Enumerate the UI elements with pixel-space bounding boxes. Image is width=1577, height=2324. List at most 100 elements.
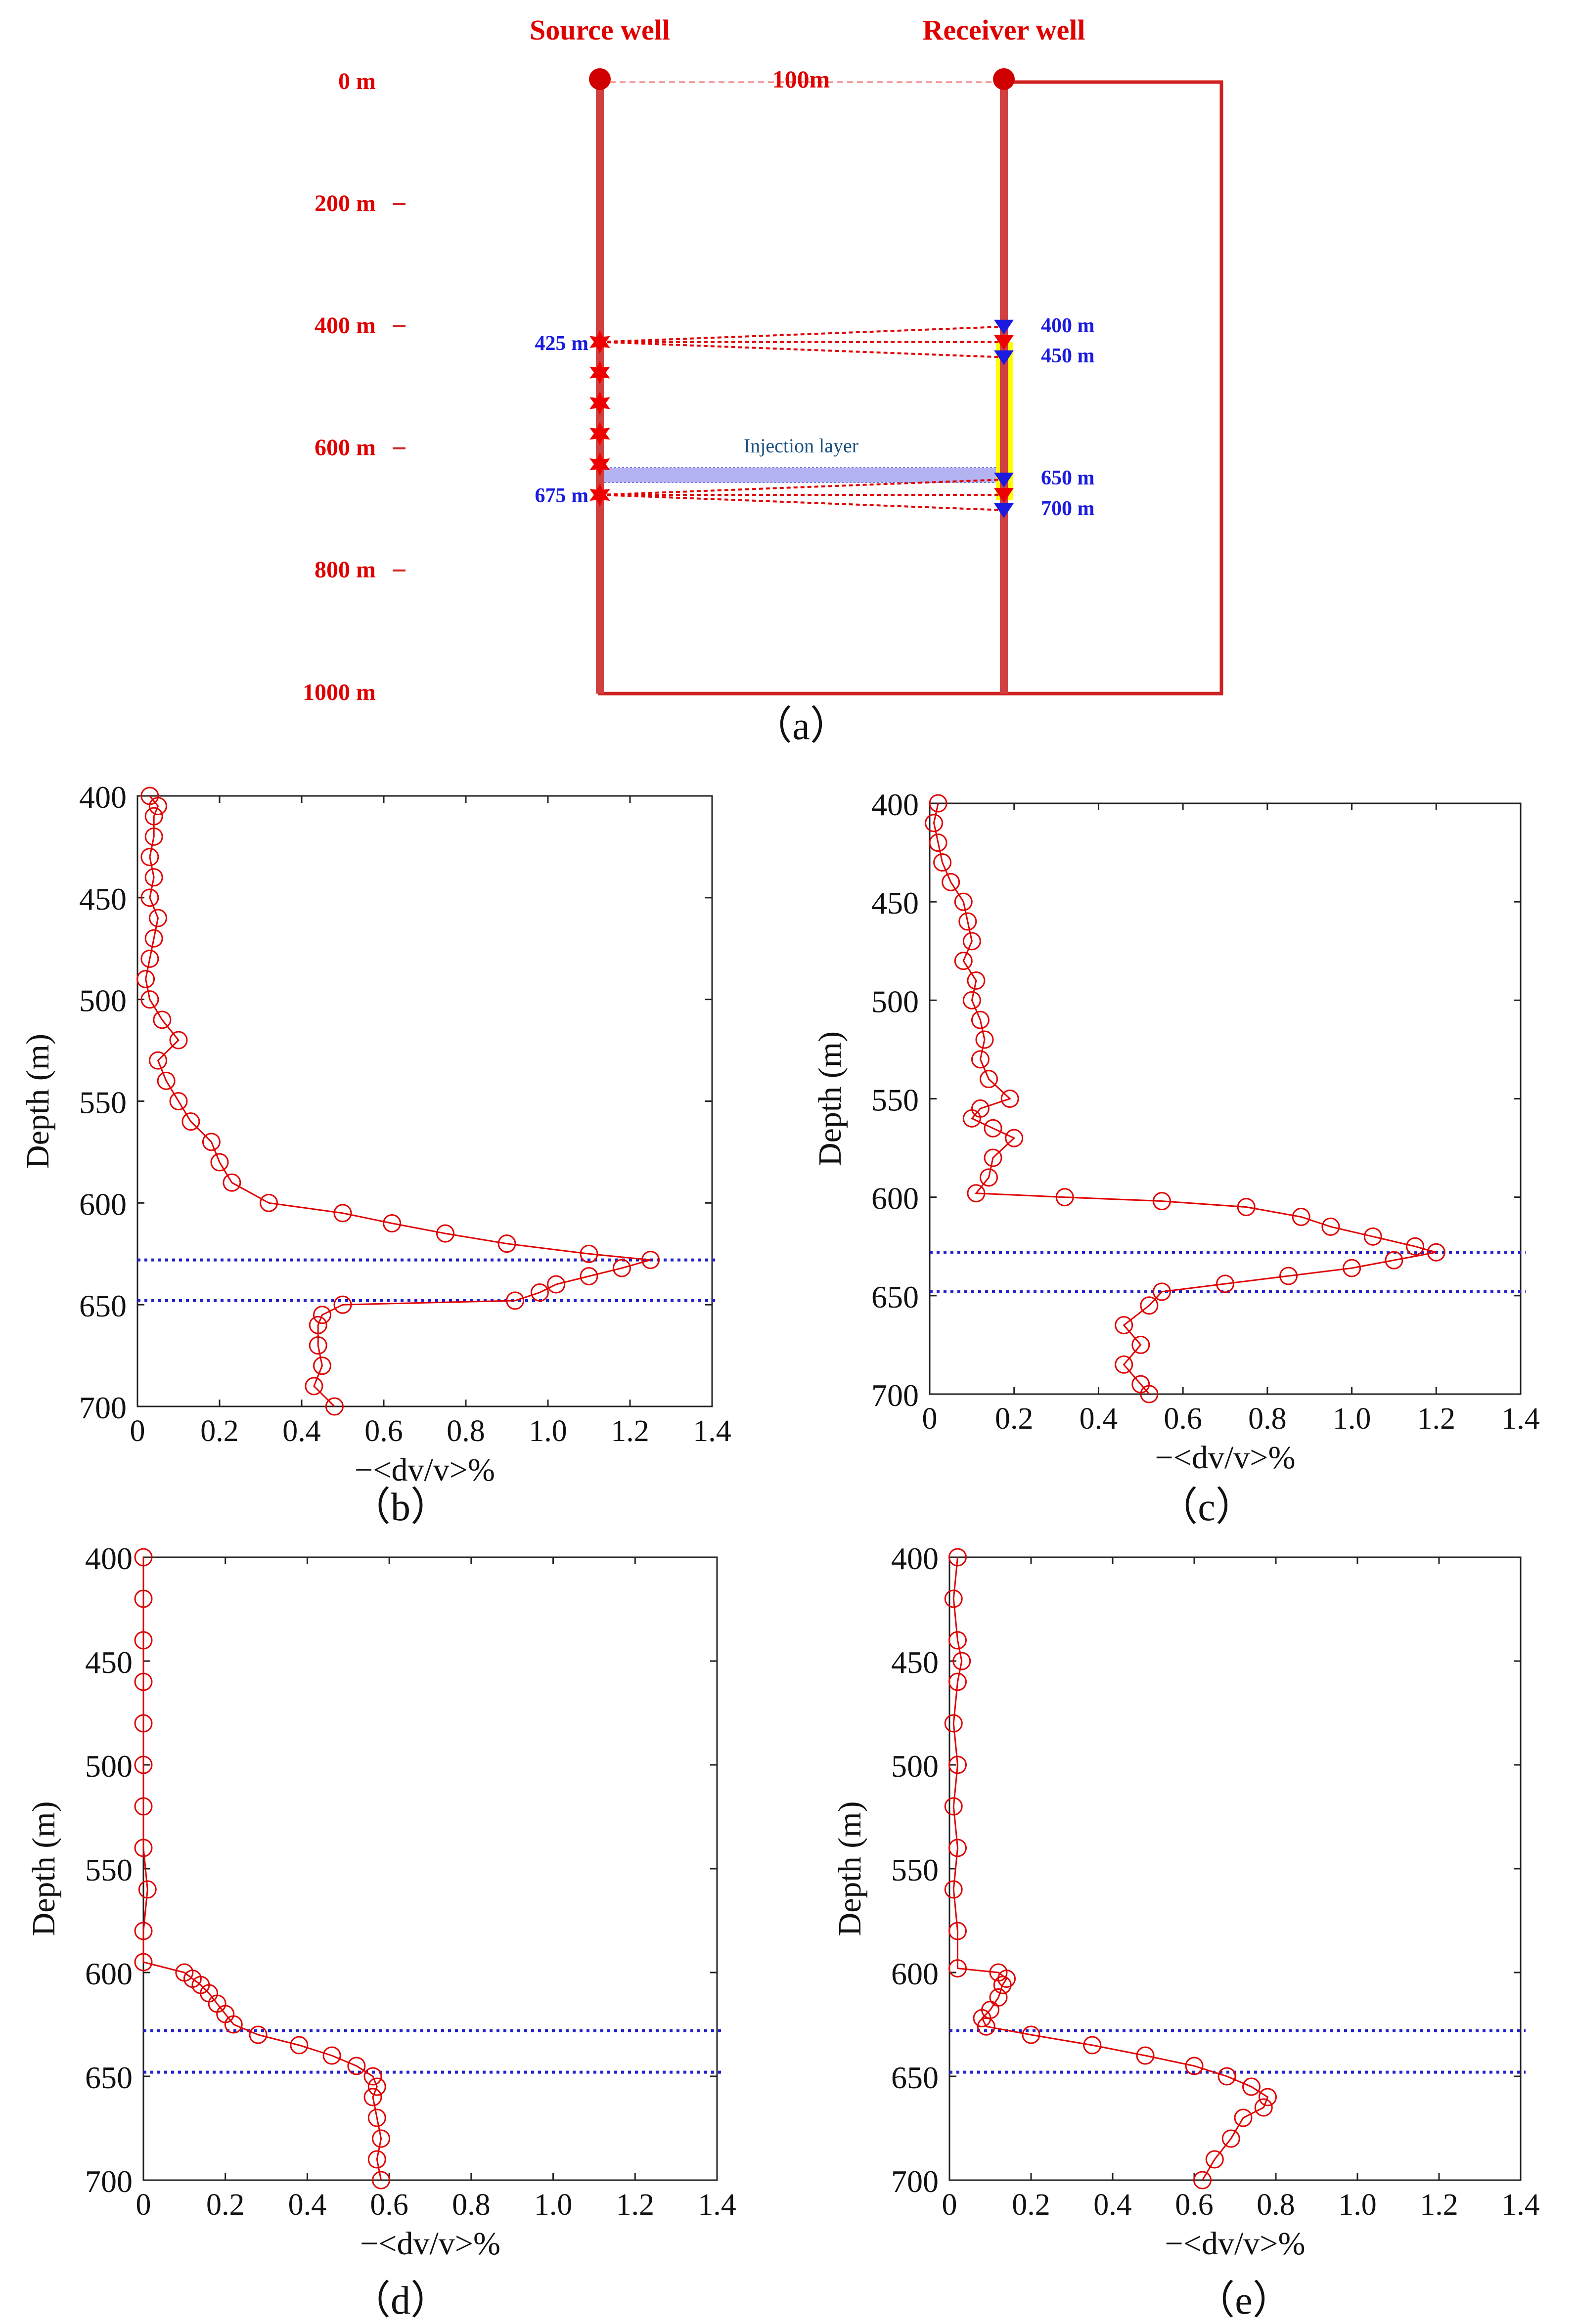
data-point	[309, 1315, 327, 1334]
panel-caption: （e）	[1195, 2279, 1292, 2323]
x-tick-label: 0.2	[206, 2188, 245, 2222]
data-point	[134, 1797, 153, 1816]
y-tick-label: 550	[871, 1083, 919, 1118]
receiver-depth-label-450: 450 m	[1041, 345, 1095, 367]
source-star	[589, 391, 610, 415]
data-point	[962, 932, 981, 951]
data-point	[547, 1275, 566, 1294]
y-tick-label: 450	[891, 1645, 939, 1680]
data-point	[971, 1050, 990, 1069]
data-point	[929, 833, 947, 852]
panel-a-caption: （a）	[753, 704, 850, 748]
data-point	[157, 1071, 176, 1090]
y-tick-label: 550	[79, 1085, 127, 1120]
y-tick-label: 600	[85, 1956, 133, 1991]
data-point	[944, 1880, 963, 1899]
data-point	[925, 814, 944, 833]
data-point	[1185, 2057, 1204, 2075]
x-tick-label: 1.4	[1501, 2188, 1540, 2222]
data-point	[134, 1589, 153, 1608]
data-point	[997, 1970, 1016, 1988]
data-point	[333, 1204, 352, 1223]
panel-caption: （c）	[1158, 1486, 1255, 1529]
x-axis-label: −<dv/v>%	[360, 2226, 500, 2262]
data-point	[1205, 2150, 1224, 2169]
depth-label-0: 0 m	[338, 68, 376, 94]
data-point	[249, 2025, 268, 2044]
x-axis-label: −<dv/v>%	[1165, 2226, 1306, 2262]
data-point	[1131, 1335, 1150, 1354]
x-tick-label: 0	[130, 1414, 145, 1448]
data-point	[210, 1153, 229, 1172]
data-point	[134, 1922, 153, 1940]
data-point	[958, 912, 977, 931]
receiver-triangle	[994, 487, 1014, 503]
data-point	[149, 909, 167, 927]
panel-caption: （b）	[351, 1486, 450, 1529]
data-point	[952, 1652, 971, 1670]
data-point	[149, 797, 167, 816]
data-point	[363, 2088, 382, 2106]
ray-path	[599, 493, 1004, 511]
y-tick-label: 600	[871, 1181, 919, 1216]
well-distance-label: 100m	[772, 65, 830, 93]
data-point	[136, 970, 155, 988]
x-tick-label: 0	[922, 1402, 938, 1436]
data-point	[1406, 1237, 1425, 1256]
y-tick-label: 700	[85, 2164, 133, 2199]
x-tick-label: 1.0	[529, 1414, 567, 1448]
data-point	[202, 1133, 221, 1151]
data-point	[497, 1234, 516, 1253]
data-point	[1279, 1267, 1298, 1285]
data-point	[975, 1030, 994, 1049]
ray-paths	[599, 325, 1004, 511]
data-point	[944, 1797, 963, 1816]
y-tick-label: 550	[85, 1852, 133, 1887]
data-point	[1242, 2077, 1261, 2096]
depth-label-1000: 1000 m	[303, 679, 376, 705]
data-point	[984, 1148, 1002, 1167]
x-tick-label: 0	[136, 2188, 151, 2222]
data-point	[153, 1010, 172, 1029]
data-point	[1254, 2098, 1273, 2117]
data-point	[1115, 1355, 1133, 1374]
source-depth-label-425: 425 m	[535, 332, 589, 355]
data-point	[322, 2046, 341, 2065]
ray-path	[599, 341, 1004, 358]
data-point	[1152, 1192, 1171, 1211]
depth-label-400: 400 m	[315, 312, 376, 339]
source-star	[589, 452, 610, 477]
x-tick-label: 1.2	[1417, 1402, 1456, 1436]
data-point	[144, 929, 163, 948]
data-point	[1193, 2171, 1212, 2190]
data-point	[134, 1548, 153, 1567]
series-line	[952, 1557, 1269, 2181]
receiver-triangle	[994, 473, 1014, 488]
y-axis-label: Depth (m)	[812, 1031, 848, 1166]
receiver-triangle	[994, 350, 1014, 365]
data-point	[223, 1173, 241, 1192]
y-tick-label: 700	[79, 1390, 127, 1425]
data-point	[144, 827, 163, 846]
data-point	[1022, 2025, 1040, 2044]
data-point	[1005, 1129, 1024, 1147]
x-tick-label: 1.2	[616, 2188, 655, 2222]
data-point	[383, 1214, 402, 1232]
x-tick-label: 1.0	[534, 2188, 573, 2222]
data-point	[313, 1306, 331, 1324]
y-tick-label: 500	[891, 1749, 939, 1784]
y-axis-label: Depth (m)	[26, 1801, 62, 1936]
data-point	[948, 1548, 967, 1567]
data-point	[140, 990, 159, 1009]
data-point	[973, 2009, 991, 2027]
data-point	[1427, 1243, 1445, 1262]
data-point	[313, 1357, 331, 1375]
receiver-triangle	[994, 503, 1014, 518]
y-tick-label: 700	[891, 2164, 939, 2199]
source-star	[589, 422, 610, 446]
y-tick-label: 650	[891, 2060, 939, 2095]
data-point	[290, 2036, 309, 2055]
